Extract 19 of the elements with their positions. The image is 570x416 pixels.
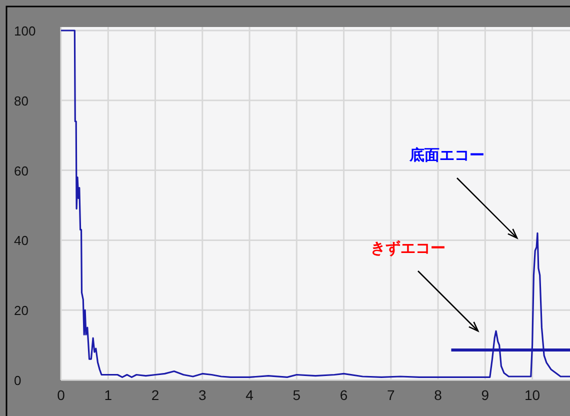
x-tick-label: 6 [340,387,348,403]
x-tick-label: 4 [246,387,254,403]
x-tick-label: 0 [57,387,66,403]
annotation: きずエコー [370,240,446,257]
annotation: 底面エコー [408,146,484,164]
y-tick-label: 20 [14,303,28,318]
y-tick-label: 100 [14,23,36,38]
x-tick-label: 3 [198,387,206,403]
y-tick-label: 80 [14,93,28,108]
x-tick-label: 9 [481,387,490,403]
y-tick-label: 40 [14,233,28,248]
x-tick-label: 8 [434,387,442,403]
x-tick-label: 10 [524,387,540,403]
x-tick-label: 7 [387,387,396,403]
x-tick-label: 1 [104,387,112,403]
y-tick-label: 60 [14,163,28,178]
y-tick-label: 0 [14,373,22,388]
x-tick-label: 5 [292,387,301,403]
x-tick-label: 2 [151,387,160,403]
